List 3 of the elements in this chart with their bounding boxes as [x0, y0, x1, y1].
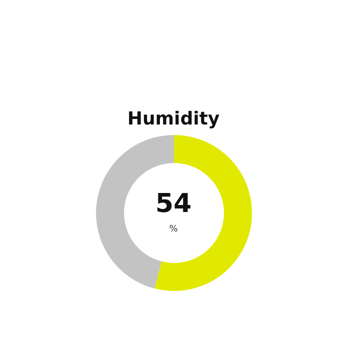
chart-title: Humidity — [127, 108, 220, 130]
text: % — [169, 224, 178, 234]
data-label: 54 — [155, 189, 192, 219]
